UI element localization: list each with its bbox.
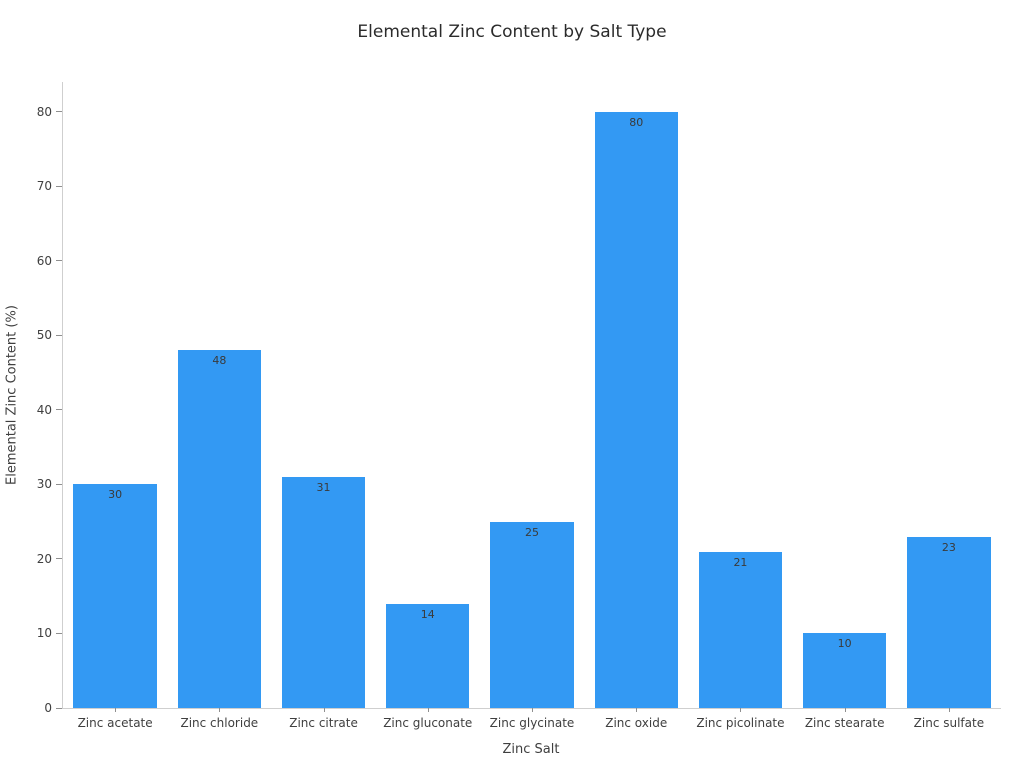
chart-title: Elemental Zinc Content by Salt Type [357,22,667,42]
x-tick-mark [636,708,638,712]
y-tick-mark [56,334,62,336]
x-tick-label: Zinc citrate [289,716,358,730]
x-tick-mark [948,708,950,712]
bar-value-label: 30 [108,488,123,502]
bar-zinc-sulfate [907,536,991,708]
y-tick-label: 60 [36,253,52,268]
y-tick-mark [56,632,62,634]
bar-zinc-chloride [177,350,262,708]
bar-zinc-acetate [73,484,157,708]
y-tick-mark [56,558,62,560]
y-tick-mark [56,483,62,485]
bar-value-label: 48 [212,354,227,368]
bar-zinc-gluconate [386,603,470,708]
y-tick-label: 50 [36,328,52,343]
y-tick-label: 80 [36,104,52,119]
x-tick-mark [427,708,429,712]
bar-value-label: 21 [733,555,748,569]
x-axis-label: Zinc Salt [502,742,560,757]
x-tick-mark [532,708,533,712]
bar-zinc-oxide [594,111,678,708]
bar-value-label: 80 [629,115,644,129]
x-tick-mark [844,708,846,712]
x-tick-mark [219,708,221,712]
bar-zinc-glycinate [490,521,574,708]
x-tick-mark [740,708,742,712]
plot-area: 0 10 20 30 40 50 60 70 80 30 Zinc acetate 48 Zinc ch… [37,82,1001,730]
x-tick-label: Zinc stearate [804,716,885,730]
bar-zinc-picolinate [698,551,783,708]
bar-value-label: 25 [524,525,539,539]
y-axis-label: Elemental Zinc Content (%) [4,305,20,485]
bar-value-label: 14 [420,607,435,621]
x-tick-label: Zinc picolinate [696,716,785,730]
y-tick-label: 10 [36,626,52,641]
x-tick-label: Zinc gluconate [383,716,473,730]
bar-zinc-stearate [802,633,887,708]
x-tick-label: Zinc oxide [605,716,668,730]
x-tick-label: Zinc sulfate [913,716,985,730]
bar-zinc-citrate [281,476,366,708]
y-tick-label: 70 [36,179,52,194]
y-tick-mark [56,707,62,709]
y-tick-label: 20 [36,551,52,566]
bar-value-label: 23 [941,540,956,554]
bar-value-label: 10 [837,637,852,651]
x-tick-mark [323,708,325,712]
x-tick-label: Zinc acetate [77,716,153,730]
x-tick-label: Zinc glycinate [489,716,575,730]
x-tick-mark [115,708,117,712]
y-tick-mark [56,111,62,113]
y-tick-label: 40 [36,402,52,417]
bar-value-label: 31 [316,480,331,494]
y-tick-mark [56,409,62,411]
x-tick-label: Zinc chloride [180,716,259,730]
y-tick-mark [56,260,62,262]
y-tick-mark [56,185,62,187]
y-tick-label: 0 [44,701,52,715]
y-tick-label: 30 [36,477,52,492]
